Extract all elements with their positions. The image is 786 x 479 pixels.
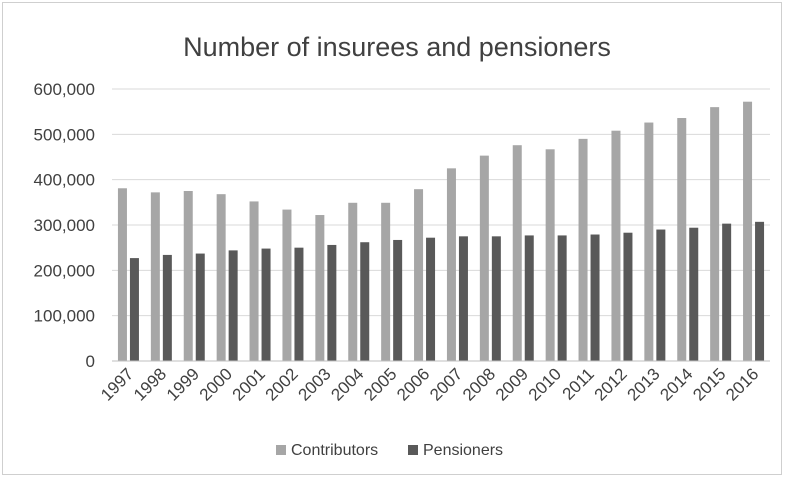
x-tick-label: 1998 [130, 364, 170, 404]
bar-contributors-2002 [282, 209, 292, 361]
bar-pensioners-1999 [195, 253, 205, 361]
bar-contributors-2007 [446, 168, 456, 361]
x-tick-label: 2005 [360, 364, 400, 404]
x-tick-label: 2014 [656, 364, 696, 404]
y-tick-label: 600,000 [34, 80, 95, 99]
bar-pensioners-2003 [327, 244, 337, 361]
x-tick-label: 2016 [722, 364, 762, 404]
bar-contributors-2011 [578, 138, 588, 361]
gridlines [112, 88, 770, 317]
x-tick-label: 2010 [525, 364, 565, 404]
bar-pensioners-1997 [129, 258, 139, 361]
bar-contributors-2000 [216, 194, 226, 361]
y-tick-label: 0 [86, 352, 95, 371]
bar-pensioners-2014 [689, 227, 699, 361]
x-tick-label: 2002 [262, 364, 302, 404]
y-tick-label: 400,000 [34, 171, 95, 190]
bar-contributors-2005 [381, 202, 391, 361]
y-axis-tick-labels: 0 100,000 200,000 300,000 400,000 500,000 600,… [34, 80, 95, 371]
x-tick-label: 2013 [623, 364, 663, 404]
bar-contributors-2003 [315, 215, 325, 361]
x-tick-label: 2012 [591, 364, 631, 404]
chart-title: Number of insurees and pensioners [183, 32, 611, 62]
legend-swatch-contributors [276, 445, 286, 455]
x-axis-tick-labels: 1997199819992000200120022003200420052006… [97, 364, 762, 404]
bar-contributors-2013 [644, 122, 654, 362]
bar-pensioners-2012 [623, 232, 633, 361]
bar-pensioners-2015 [722, 223, 732, 361]
y-tick-label: 100,000 [34, 307, 95, 326]
x-tick-label: 2003 [294, 364, 334, 404]
x-tick-label: 2006 [393, 364, 433, 404]
bar-contributors-2001 [249, 201, 259, 361]
x-tick-label: 2008 [459, 364, 499, 404]
y-tick-label: 200,000 [34, 261, 95, 280]
bar-contributors-1998 [150, 192, 160, 361]
x-tick-label: 1999 [163, 364, 203, 404]
bar-pensioners-2000 [228, 250, 238, 361]
bar-pensioners-2016 [755, 221, 765, 361]
x-tick-label: 2007 [426, 364, 466, 404]
bar-contributors-1997 [117, 188, 127, 361]
y-tick-label: 300,000 [34, 216, 95, 235]
bar-pensioners-2007 [458, 236, 468, 361]
bars [117, 101, 765, 362]
bar-contributors-2015 [710, 107, 720, 361]
bar-contributors-2006 [414, 189, 424, 361]
bar-contributors-2008 [479, 155, 489, 361]
bar-pensioners-2008 [491, 236, 501, 361]
bar-pensioners-2013 [656, 229, 666, 361]
y-tick-label: 500,000 [34, 125, 95, 144]
x-tick-label: 2011 [559, 364, 598, 403]
legend-label-pensioners: Pensioners [423, 442, 503, 459]
bar-pensioners-1998 [162, 254, 172, 361]
bar-pensioners-2011 [590, 234, 600, 361]
bar-pensioners-2010 [557, 235, 567, 361]
legend-label-contributors: Contributors [291, 442, 378, 459]
bar-pensioners-2004 [360, 242, 370, 361]
bar-pensioners-2009 [524, 235, 534, 361]
x-tick-label: 2001 [229, 364, 269, 404]
bar-contributors-2009 [512, 145, 522, 361]
x-tick-label: 2009 [492, 364, 532, 404]
bar-contributors-2012 [611, 130, 621, 361]
bar-pensioners-2005 [393, 239, 403, 361]
bar-contributors-1999 [183, 191, 193, 361]
legend: Contributors Pensioners [276, 442, 503, 459]
bar-contributors-2004 [348, 202, 358, 361]
bar-contributors-2016 [743, 101, 753, 362]
bar-pensioners-2002 [294, 247, 304, 361]
bar-pensioners-2001 [261, 248, 271, 361]
bar-contributors-2014 [677, 118, 687, 361]
x-tick-label: 2015 [689, 364, 729, 404]
legend-swatch-pensioners [408, 445, 418, 455]
bar-contributors-2010 [545, 149, 555, 361]
x-tick-label: 2004 [327, 364, 367, 404]
x-tick-label: 2000 [196, 364, 236, 404]
bar-pensioners-2006 [426, 237, 436, 361]
x-tick-label: 1997 [97, 364, 137, 404]
